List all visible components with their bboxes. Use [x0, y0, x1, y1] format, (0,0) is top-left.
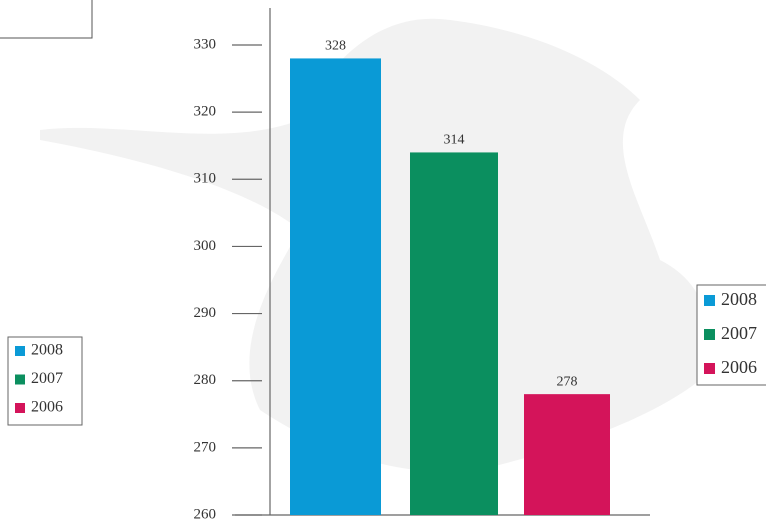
y-tick-label: 270: [194, 439, 217, 455]
legend-label: 2007: [721, 323, 757, 343]
y-tick-label: 260: [194, 506, 217, 522]
legend-label: 2008: [31, 342, 63, 359]
y-tick-label: 300: [194, 238, 217, 254]
y-tick-label: 310: [194, 171, 217, 187]
y-tick-label: 290: [194, 305, 217, 321]
corner-box: [0, 0, 93, 39]
legend-label: 2008: [721, 289, 757, 309]
y-tick-label: 320: [194, 104, 217, 120]
legend-swatch: [15, 374, 25, 385]
legend-swatch: [15, 346, 25, 356]
y-tick-label: 280: [194, 372, 217, 388]
bar: [410, 152, 498, 515]
legend-label: 2006: [721, 357, 757, 377]
y-tick-label: 330: [194, 36, 217, 52]
legend-swatch: [15, 403, 25, 413]
legend-label: 2006: [31, 399, 63, 416]
legend-swatch: [704, 295, 715, 306]
value-label: 328: [325, 39, 346, 54]
legend-label: 2007: [31, 370, 63, 387]
bar: [290, 58, 381, 516]
legend-swatch: [704, 363, 715, 374]
legend-swatch: [704, 329, 715, 340]
value-label: 278: [557, 374, 578, 389]
value-label: 314: [444, 133, 465, 148]
bar: [524, 394, 610, 515]
